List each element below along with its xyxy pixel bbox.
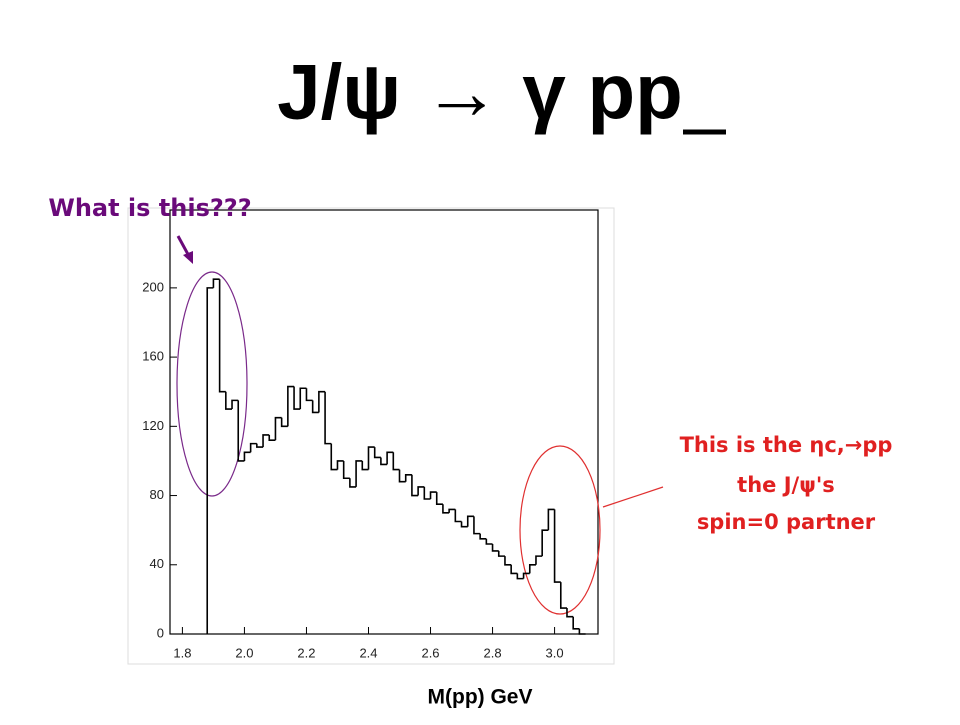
x-tick-label: 2.8 — [484, 645, 502, 660]
histogram-bin — [442, 504, 450, 514]
histogram-bin — [386, 451, 394, 465]
histogram-bin — [361, 460, 369, 471]
y-tick-label: 120 — [142, 418, 164, 433]
histogram-bin — [460, 521, 468, 528]
arrow-head — [183, 251, 193, 264]
histogram-bin — [318, 390, 326, 413]
histogram-bin — [510, 564, 518, 575]
y-tick-label: 80 — [150, 487, 164, 502]
y-tick-label: 200 — [142, 279, 164, 294]
histogram-bin — [522, 572, 530, 579]
histogram-bin — [336, 460, 344, 470]
histogram-bin — [218, 279, 226, 393]
plot-box — [169, 209, 599, 635]
histogram-bin — [516, 573, 524, 580]
histogram-bin — [342, 460, 350, 480]
histogram-bin — [392, 452, 400, 471]
histogram-bin — [243, 451, 251, 461]
histogram-bin — [225, 391, 233, 410]
histogram-bin — [380, 457, 388, 466]
histogram-bin — [491, 544, 499, 552]
highlight-ellipse — [176, 271, 248, 497]
y-tick-label: 160 — [142, 349, 164, 364]
histogram-bin — [293, 386, 301, 410]
x-tick-label: 2.0 — [235, 645, 253, 660]
histogram-bin — [311, 400, 319, 414]
histogram-bin — [479, 533, 487, 540]
histogram-bin — [429, 491, 437, 500]
annotation: spin=0 partner — [697, 510, 876, 534]
histogram-bin — [553, 509, 561, 583]
histogram-bin — [541, 529, 549, 557]
histogram-bin — [256, 443, 264, 448]
x-tick-label: 2.6 — [421, 645, 439, 660]
histogram-bin — [398, 469, 406, 483]
histogram-bin — [535, 555, 543, 565]
histogram-bin — [280, 417, 288, 428]
histogram-bin — [504, 556, 512, 566]
histogram-bin — [559, 582, 567, 609]
histogram-bin — [274, 416, 282, 441]
histogram-bin — [404, 473, 412, 482]
histogram-bin — [566, 608, 574, 618]
x-axis-label: M(pp) GeV — [428, 686, 533, 709]
highlight-ellipse — [519, 445, 601, 615]
y-tick-label: 40 — [150, 556, 164, 571]
histogram-bin — [485, 538, 493, 545]
histogram-bin — [237, 400, 245, 462]
histogram-bin — [423, 486, 431, 500]
histogram-bin — [448, 508, 456, 513]
histogram-bin — [466, 515, 474, 527]
plot-frame — [127, 207, 615, 665]
histogram-bin — [572, 616, 580, 630]
histogram-bin — [367, 446, 375, 470]
histogram-bin — [454, 509, 462, 523]
histogram-bin — [287, 385, 295, 427]
histogram-bin — [355, 460, 363, 487]
histogram-bin — [305, 388, 313, 402]
histogram-bin — [411, 474, 419, 497]
histogram-bin — [212, 278, 220, 288]
histogram-bin — [262, 434, 270, 448]
annotation: What is this??? — [48, 194, 251, 222]
annotation: the J/ψ's — [737, 473, 835, 497]
x-tick-label: 2.2 — [297, 645, 315, 660]
x-tick-label: 2.4 — [359, 645, 377, 660]
histogram-bin — [473, 516, 481, 535]
histogram-bin — [528, 563, 536, 574]
histogram-bin — [268, 434, 276, 441]
histogram-bin — [330, 443, 338, 471]
histogram-bin — [324, 391, 332, 445]
histogram-bin — [417, 486, 425, 496]
histogram-bin — [231, 399, 239, 410]
histogram-bin — [373, 447, 381, 459]
histogram-bin — [497, 550, 505, 557]
slide-title: J/ψ → γ pp — [277, 48, 683, 136]
y-tick-label: 0 — [157, 625, 164, 640]
x-tick-label: 3.0 — [546, 645, 564, 660]
x-tick-label: 1.8 — [173, 645, 191, 660]
histogram-bin — [578, 628, 586, 635]
histogram-bin — [349, 478, 357, 488]
annotation: This is the ηc,→pp — [680, 433, 893, 457]
histogram-bin — [299, 387, 307, 410]
arrow — [602, 486, 664, 508]
histogram-bin — [547, 508, 555, 531]
histogram-bin — [206, 287, 214, 634]
histogram-bin — [435, 492, 443, 506]
histogram-bin — [249, 442, 257, 453]
